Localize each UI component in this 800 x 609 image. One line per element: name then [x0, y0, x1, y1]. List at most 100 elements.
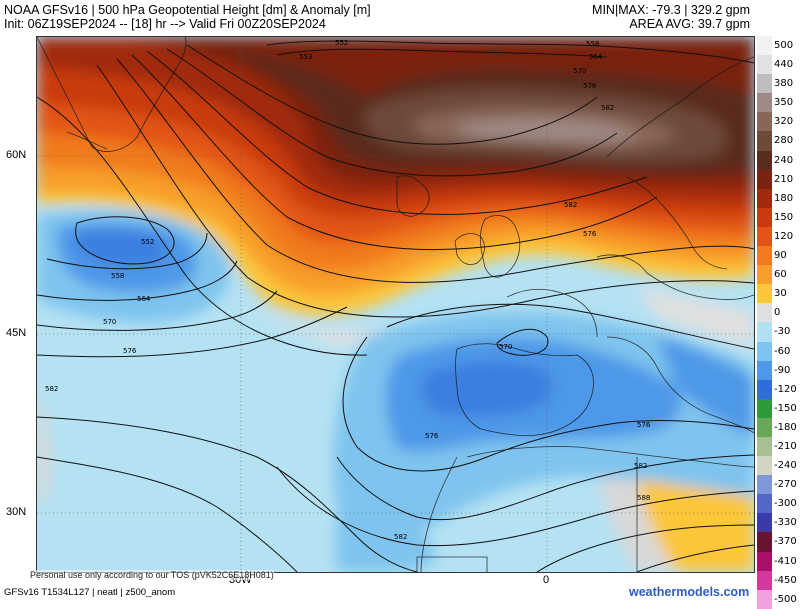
- colorbar-swatch: [757, 398, 772, 418]
- contour-label: 570: [103, 318, 116, 326]
- ireland-coast: [454, 233, 485, 265]
- contour-label: 582: [601, 104, 614, 112]
- colorbar-label: 30: [774, 288, 787, 300]
- colorbar-label: -270: [774, 479, 797, 491]
- colorbar-label: -150: [774, 402, 797, 414]
- colorbar-level: 380: [757, 74, 800, 94]
- colorbar-level: -30: [757, 322, 800, 342]
- colorbar-level: 500: [757, 36, 800, 56]
- colorbar-label: 440: [774, 59, 794, 71]
- tos-notice: Personal use only according to our TOS (…: [30, 570, 274, 580]
- colorbar-swatch: [757, 93, 772, 113]
- area-average-readout: AREA AVG: 39.7 gpm: [629, 17, 750, 31]
- colorbar-level: -300: [757, 494, 800, 514]
- contour-label: 576: [637, 421, 651, 429]
- colorbar-label: -60: [774, 345, 791, 357]
- colorbar-level: -90: [757, 360, 800, 380]
- contour-labels: 552 553 558 564 570 576 582 582 576 552 …: [45, 39, 651, 541]
- map-title: NOAA GFSv16 | 500 hPa Geopotential Heigh…: [4, 3, 371, 17]
- contour-label: 576: [583, 82, 597, 90]
- colorbar-swatch: [757, 494, 772, 514]
- colorbar-label: -240: [774, 460, 797, 472]
- colorbar-swatch: [757, 55, 772, 75]
- colorbar-level: -270: [757, 475, 800, 495]
- colorbar-level: -410: [757, 551, 800, 571]
- colorbar-swatch: [757, 379, 772, 399]
- colorbar-level: 0: [757, 303, 800, 323]
- contour-label: 564: [137, 295, 151, 303]
- north-europe-coast: [596, 254, 754, 300]
- colorbar-level: -450: [757, 570, 800, 590]
- colorbar-label: 150: [774, 211, 794, 223]
- colorbar-label: 0: [774, 307, 781, 319]
- header-left: NOAA GFSv16 | 500 hPa Geopotential Heigh…: [4, 3, 371, 31]
- colorbar-level: 180: [757, 188, 800, 208]
- colorbar-label: -370: [774, 536, 797, 548]
- min-max-readout: MIN|MAX: -79.3 | 329.2 gpm: [592, 3, 750, 17]
- colorbar-swatch: [757, 341, 772, 361]
- brand-link[interactable]: weathermodels.com: [629, 585, 750, 599]
- map-frame[interactable]: 552 553 558 564 570 576 582 582 576 552 …: [36, 36, 755, 573]
- scandinavia-coast: [606, 56, 754, 158]
- colorbar-swatch: [757, 74, 772, 94]
- colorbar-swatch: [757, 513, 772, 533]
- colorbar-swatch: [757, 169, 772, 189]
- colorbar-swatch: [757, 475, 772, 495]
- colorbar-label: 210: [774, 173, 794, 185]
- colorbar-level: -150: [757, 398, 800, 418]
- colorbar-label: -330: [774, 517, 797, 529]
- colorbar-level: 120: [757, 226, 800, 247]
- colorbar-level: 60: [757, 265, 800, 285]
- colorbar-label: 350: [774, 97, 794, 109]
- contour-label: 576: [583, 230, 597, 238]
- colorbar-swatch: [757, 417, 772, 437]
- colorbar-swatch: [757, 36, 772, 56]
- contour-label: 564: [589, 53, 603, 61]
- colorbar-label: -450: [774, 574, 797, 586]
- colorbar-swatch: [757, 265, 772, 285]
- colorbar-level: 280: [757, 131, 800, 151]
- contour-label: 582: [634, 462, 647, 470]
- colorbar-swatch: [757, 532, 772, 552]
- colorbar-label: -180: [774, 421, 797, 433]
- colorbar-swatch: [757, 570, 772, 590]
- header-right: MIN|MAX: -79.3 | 329.2 gpm AREA AVG: 39.…: [592, 3, 750, 31]
- colorbar-swatch: [757, 188, 772, 208]
- contour-label: 558: [586, 40, 599, 48]
- colorbar-level: -370: [757, 532, 800, 552]
- colorbar-swatch: [757, 207, 772, 227]
- iceland-coast: [396, 175, 430, 217]
- colorbar-level: -210: [757, 436, 800, 457]
- colorbar-label: 120: [774, 230, 794, 242]
- colorbar-level: 150: [757, 207, 800, 227]
- colorbar-swatch: [757, 131, 772, 151]
- colorbar-swatch: [757, 150, 772, 170]
- height-contours: [37, 40, 754, 572]
- colorbar-swatch: [757, 226, 772, 247]
- colorbar-swatch: [757, 112, 772, 132]
- colorbar-label: -300: [774, 498, 797, 510]
- colorbar-level: 440: [757, 55, 800, 75]
- contour-label: 553: [299, 53, 312, 61]
- lat-label-45n: 45N: [6, 327, 27, 339]
- italy-coast: [606, 336, 754, 434]
- colorbar-label: 320: [774, 116, 794, 128]
- contour-label: 570: [499, 343, 512, 351]
- iberia-coast: [455, 343, 594, 436]
- colorbar-level: -180: [757, 417, 800, 437]
- colorbar-label: 280: [774, 135, 794, 147]
- colorbar-swatch: [757, 456, 772, 476]
- colorbar-label: 500: [774, 40, 794, 51]
- morocco-coast: [420, 456, 458, 572]
- lat-label-30n: 30N: [6, 506, 27, 518]
- greenland-coast: [37, 37, 187, 152]
- colorbar-swatch: [757, 436, 772, 457]
- colorbar-level: -500: [757, 589, 800, 609]
- lat-label-60n: 60N: [6, 149, 27, 161]
- lon-label-0: 0: [543, 574, 550, 586]
- model-info: GFSv16 T1534L127 | neatl | z500_anom: [4, 587, 176, 598]
- colorbar-level: -120: [757, 379, 800, 399]
- colorbar-level: 320: [757, 112, 800, 132]
- north-africa-coast: [466, 446, 754, 468]
- colorbar-label: 380: [774, 78, 794, 90]
